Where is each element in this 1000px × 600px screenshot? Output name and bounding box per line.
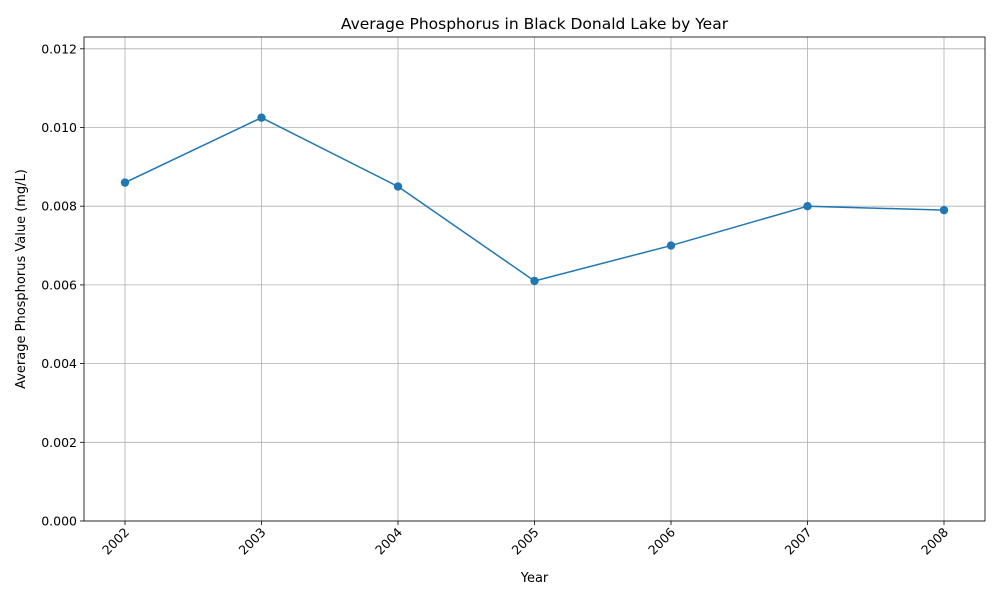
data-point xyxy=(393,182,403,191)
data-point xyxy=(120,178,130,187)
x-tick-label: 2002 xyxy=(99,525,132,558)
data-point xyxy=(939,205,949,215)
y-tick-label: 0.012 xyxy=(41,41,77,56)
y-tick-label: 0.010 xyxy=(41,120,77,135)
x-tick-label: 2005 xyxy=(509,525,542,558)
y-tick-label: 0.006 xyxy=(41,277,77,292)
y-tick-label: 0.000 xyxy=(41,514,77,529)
y-tick-label: 0.002 xyxy=(41,435,77,450)
data-point xyxy=(257,113,266,122)
y-axis: 0.000 0.002 0.004 0.006 0.008 0.010 0.012 xyxy=(41,41,84,529)
chart-title: Average Phosphorus in Black Donald Lake … xyxy=(341,15,729,33)
x-tick-label: 2008 xyxy=(918,524,951,557)
x-axis: 2002 2003 2004 2005 2006 2007 2008 xyxy=(99,521,951,558)
y-tick-label: 0.004 xyxy=(41,356,77,371)
data-point xyxy=(530,276,539,286)
y-axis-label: Average Phosphorus Value (mg/L) xyxy=(14,169,29,389)
x-axis-label: Year xyxy=(520,571,549,586)
y-tick-label: 0.008 xyxy=(41,199,77,214)
x-tick-label: 2006 xyxy=(645,524,678,557)
x-tick-label: 2007 xyxy=(782,525,815,558)
data-point xyxy=(666,241,676,250)
data-series xyxy=(120,113,949,286)
x-tick-label: 2004 xyxy=(372,524,405,557)
data-point xyxy=(803,202,812,211)
grid-group xyxy=(84,37,985,522)
x-tick-label: 2003 xyxy=(236,525,269,558)
